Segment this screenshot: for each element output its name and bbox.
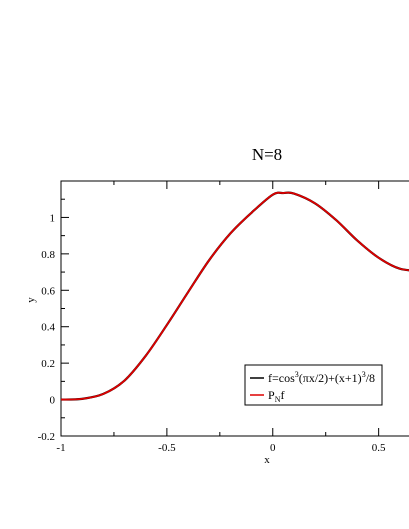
y-tick-label: 0 (50, 395, 56, 407)
x-tick-label: 0 (270, 442, 276, 454)
legend-label-f: f=cos3(πx/2)+(x+1)3/8 (268, 370, 375, 385)
legend: f=cos3(πx/2)+(x+1)3/8 PNf (244, 364, 383, 406)
y-tick-label: 0.2 (41, 358, 55, 370)
series-line-pnf (61, 191, 409, 401)
y-axis-ticks: -0.2 0 0.2 0.4 0.6 0.8 1 (38, 198, 69, 443)
series-layer (61, 191, 409, 401)
y-tick-label: 0.4 (41, 322, 55, 334)
y-axis-label: y (25, 297, 37, 303)
x-tick-label: -1 (56, 442, 65, 454)
x-axis-label: x (264, 454, 270, 466)
x-tick-label: 0.5 (372, 442, 386, 454)
chart-title: N=8 (252, 145, 282, 164)
y-tick-label: 0.6 (41, 285, 55, 297)
x-tick-label: -0.5 (158, 442, 176, 454)
y-tick-label: 1 (50, 212, 56, 224)
x-axis-ticks: -1 -0.5 0 0.5 (56, 181, 386, 454)
legend-label-pnf: PNf (268, 388, 284, 404)
y-tick-label: 0.8 (41, 249, 55, 261)
legend-box (244, 364, 383, 406)
y-tick-label: -0.2 (38, 431, 55, 443)
